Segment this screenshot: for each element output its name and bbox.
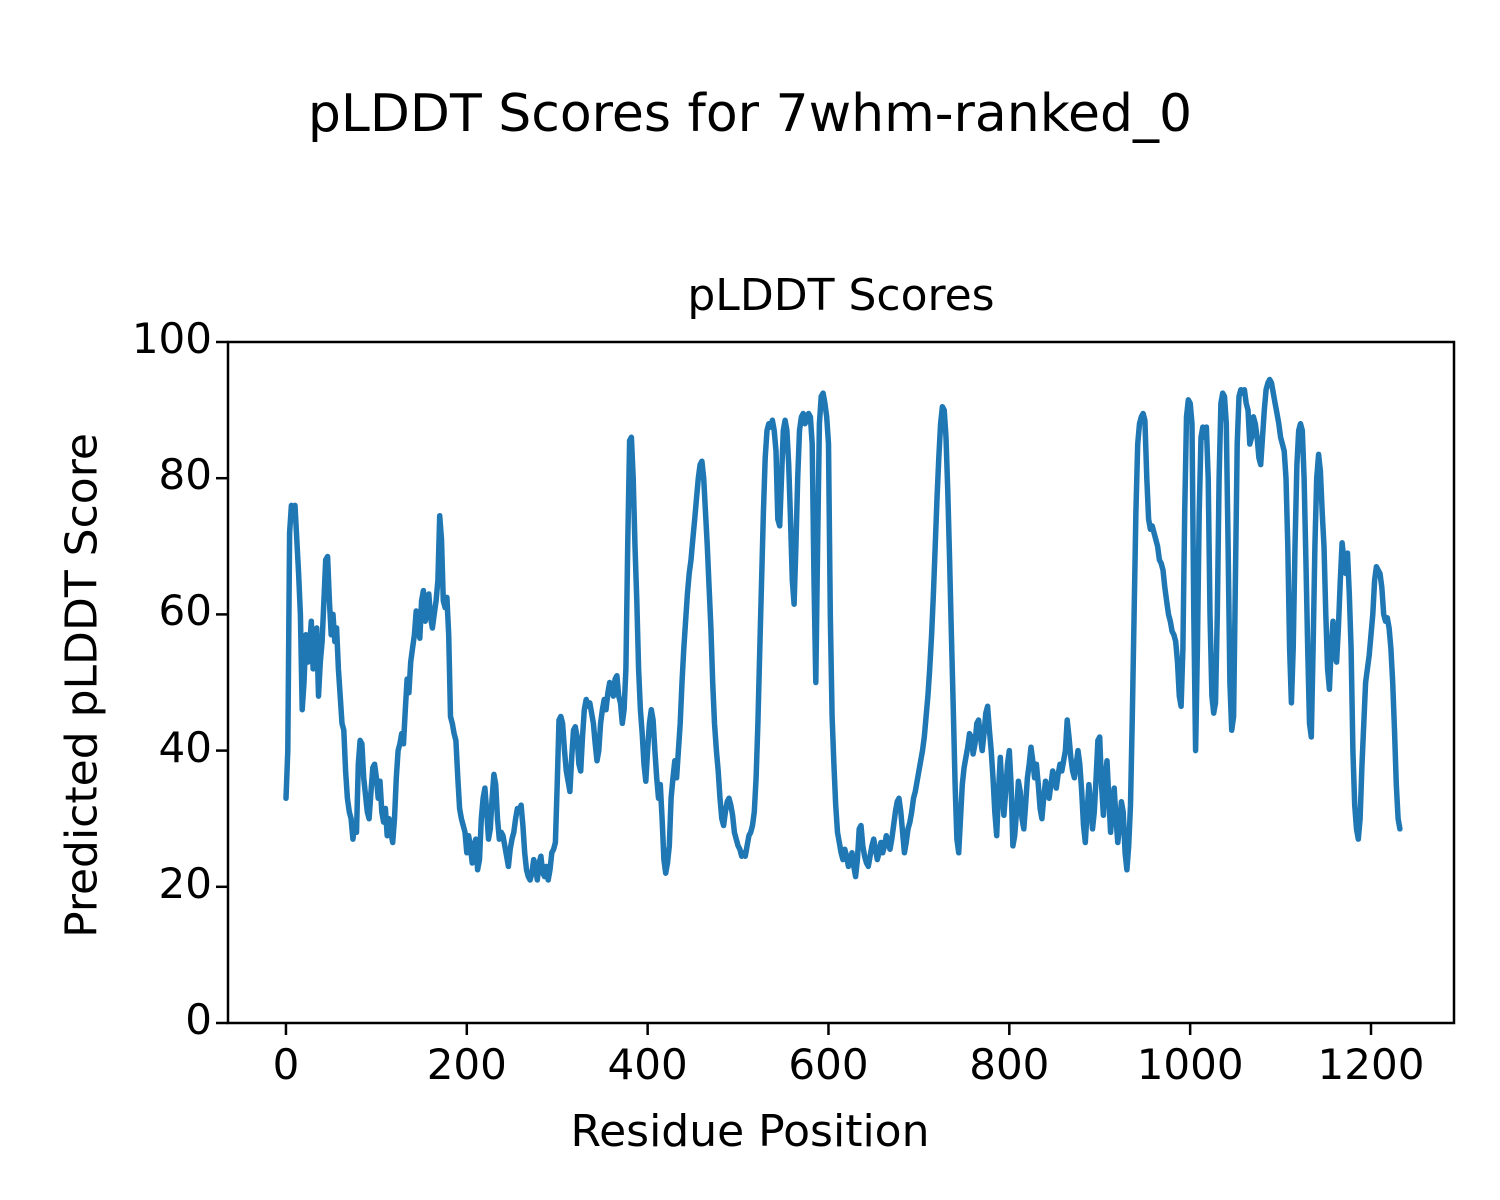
y-tick-label: 20 (158, 858, 212, 908)
y-tick-label: 60 (158, 586, 212, 636)
x-tick-label: 0 (272, 1040, 300, 1089)
y-tick-label: 0 (185, 995, 212, 1044)
y-tick-label: 100 (131, 314, 212, 363)
axes-frame (226, 340, 1456, 1025)
x-tick-label: 800 (969, 1040, 1050, 1089)
x-tick-label: 600 (788, 1040, 869, 1089)
axes-title: pLDDT Scores (687, 270, 995, 321)
x-tick-label: 200 (426, 1040, 507, 1089)
x-axis-label: Residue Position (570, 1106, 930, 1157)
x-tick-label: 1200 (1317, 1040, 1425, 1089)
pLDDT-line (283, 376, 1403, 883)
figure-title: pLDDT Scores for 7whm-ranked_0 (307, 84, 1193, 144)
y-axis-label: Predicted pLDDT Score (56, 433, 108, 938)
y-tick-label: 40 (158, 722, 212, 772)
x-tick-label: 400 (607, 1040, 688, 1089)
x-tick-label: 1000 (1136, 1040, 1244, 1089)
y-tick-label: 80 (158, 450, 212, 500)
